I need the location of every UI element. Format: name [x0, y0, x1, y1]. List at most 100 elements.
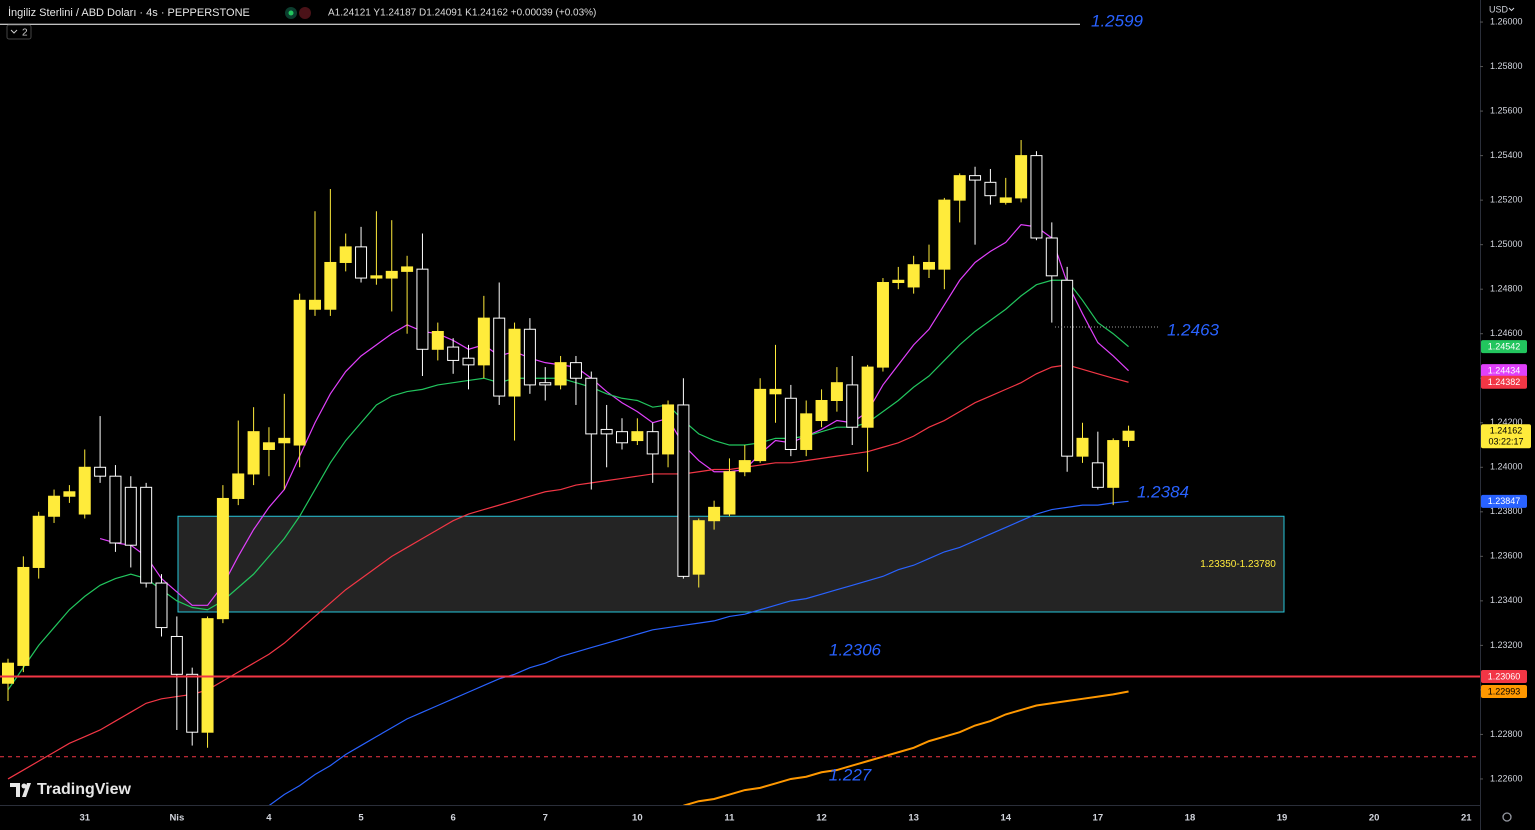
candle-body — [800, 413, 813, 450]
candle-body — [170, 635, 183, 675]
y-tick-label: 1.23600 — [1490, 551, 1523, 561]
moving-average — [683, 690, 1129, 805]
candle-body — [48, 495, 61, 517]
candle-body — [846, 384, 859, 428]
candle-body — [309, 299, 321, 310]
candle-body — [324, 261, 337, 310]
candle-body — [124, 486, 137, 546]
candle-body — [1122, 430, 1135, 441]
candle-body — [2, 662, 14, 684]
candle-body — [1076, 437, 1089, 457]
moving-average — [99, 223, 1129, 606]
candle-body — [631, 431, 644, 442]
x-tick-label: 13 — [908, 813, 919, 824]
candle-body — [109, 475, 122, 544]
y-tick-label: 1.24000 — [1490, 462, 1523, 472]
y-tick-label: 1.25600 — [1490, 105, 1523, 115]
candle-body — [969, 175, 982, 181]
annotation: 1.2463 — [1167, 320, 1220, 339]
candle-body — [523, 328, 536, 386]
currency[interactable]: USD — [1489, 4, 1509, 14]
x-tick-label: 19 — [1277, 813, 1288, 824]
candle-body — [370, 275, 383, 279]
y-tick-label: 1.24800 — [1490, 284, 1523, 294]
candle-body — [830, 382, 843, 401]
y-tick-label: 1.25400 — [1490, 150, 1523, 160]
moving-average — [7, 279, 1129, 691]
candle-body — [1030, 155, 1043, 239]
candle-body — [186, 673, 199, 733]
candle-body — [539, 382, 552, 386]
candle-body — [155, 582, 168, 629]
candle-body — [738, 460, 751, 473]
y-tick-label: 1.22800 — [1490, 729, 1523, 739]
price-label: 1.24434 — [1488, 366, 1521, 376]
candle-body — [892, 279, 905, 284]
x-tick-label: 10 — [632, 813, 643, 824]
candle-body — [999, 197, 1012, 203]
settings-icon[interactable] — [1502, 812, 1512, 822]
candle-body — [662, 404, 675, 455]
candle-body — [232, 473, 245, 499]
candle-body — [78, 466, 91, 515]
candle-body — [94, 466, 107, 477]
x-tick-label: 5 — [358, 813, 364, 824]
logo-dot — [21, 783, 27, 789]
x-tick-label: 20 — [1369, 813, 1380, 824]
candle-body — [1045, 237, 1058, 277]
current-price: 1.24162 — [1490, 426, 1523, 436]
price-label-bg — [1481, 340, 1527, 354]
price-label-bg — [1481, 375, 1527, 389]
x-tick-label: 31 — [79, 813, 90, 824]
candle-body — [876, 282, 889, 368]
candle-body — [493, 317, 506, 397]
x-tick-label: 7 — [543, 813, 548, 824]
moving-average — [268, 500, 1129, 805]
y-tick-label: 1.24200 — [1490, 417, 1523, 427]
candle-body — [861, 366, 874, 428]
candle-body — [462, 357, 475, 366]
logo-text: TradingView — [37, 781, 132, 798]
settings-gear[interactable] — [1502, 812, 1512, 822]
candle-body — [585, 377, 598, 435]
price-label: 1.24542 — [1488, 341, 1521, 351]
candle-body — [569, 362, 582, 379]
candle-body — [1061, 279, 1074, 457]
symbol-title: İngiliz Sterlini / ABD Doları · 4s · PEP… — [8, 6, 250, 19]
candle-body — [600, 428, 613, 435]
market-icon — [299, 7, 311, 19]
candle-body — [1091, 462, 1104, 488]
price-label-bg — [1481, 364, 1527, 378]
x-tick-label: 12 — [816, 813, 827, 824]
x-tick-label: 4 — [266, 813, 272, 824]
price-zone — [177, 515, 1285, 613]
x-tick-label: 21 — [1461, 813, 1472, 824]
candle-body — [431, 330, 444, 350]
x-tick-label: 11 — [724, 813, 735, 824]
candle-body — [416, 268, 429, 350]
price-label: 1.24382 — [1488, 377, 1521, 387]
plot-area: 1.23350-1.23780 — [0, 23, 1480, 805]
x-tick-label: Nis — [169, 813, 184, 824]
y-tick-label: 1.26000 — [1490, 16, 1523, 26]
y-tick-label: 1.24600 — [1490, 328, 1523, 338]
price-label: 1.22993 — [1488, 686, 1521, 696]
candle-body — [1107, 440, 1120, 488]
indicator-toggle[interactable] — [6, 24, 32, 40]
annotation: 1.227 — [829, 765, 872, 784]
y-tick-label: 1.23800 — [1490, 506, 1523, 516]
y-tick-label: 1.25800 — [1490, 61, 1523, 71]
candle-body — [754, 388, 767, 462]
candle-body — [708, 506, 721, 522]
candle-body — [769, 388, 782, 395]
indicator-count: 2 — [22, 28, 28, 39]
candle-body — [692, 520, 705, 575]
candle-body — [385, 270, 398, 279]
candle-body — [953, 175, 966, 201]
logo: TradingView — [10, 781, 132, 798]
x-tick-label: 18 — [1185, 813, 1196, 824]
currency-chevron — [1508, 7, 1515, 12]
y-tick-label: 1.25000 — [1490, 239, 1523, 249]
candle-body — [63, 491, 76, 497]
